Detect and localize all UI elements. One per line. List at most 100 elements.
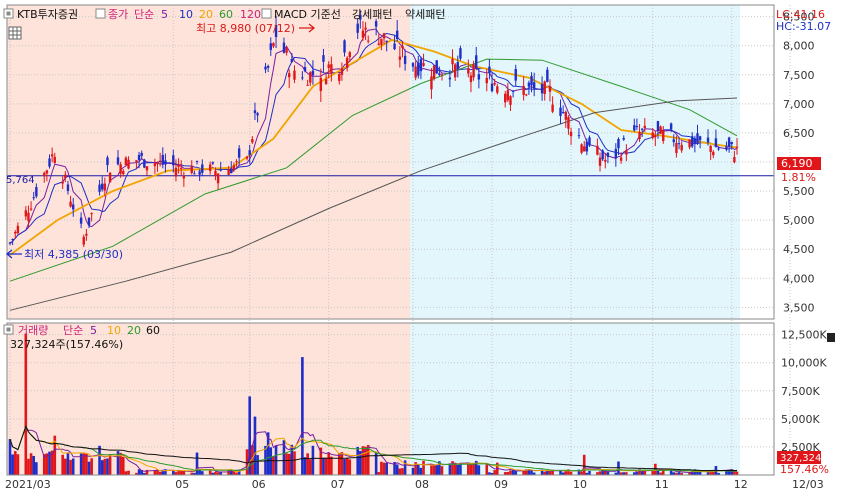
volume-bar	[393, 462, 396, 475]
volume-ma-60: 60	[146, 324, 160, 337]
candle-body	[43, 172, 46, 177]
candle-body	[232, 165, 236, 170]
volume-bar	[35, 462, 38, 475]
volume-bar	[514, 470, 518, 475]
price-tick-label: 7,000	[783, 98, 815, 111]
candle-body	[619, 157, 623, 161]
date-tick-label: 07	[331, 478, 345, 491]
header-checkbox-mark	[6, 11, 11, 16]
volume-bar	[85, 453, 88, 475]
grid-table-icon[interactable]	[8, 26, 22, 40]
volume-bar	[672, 472, 676, 475]
candle-body	[85, 233, 88, 236]
volume-bar	[567, 469, 570, 475]
candle-body	[583, 146, 586, 152]
candle-body	[266, 65, 270, 68]
volume-bar	[680, 472, 683, 475]
candle-body	[272, 43, 275, 47]
volume-bar	[24, 333, 28, 475]
volume-bar	[211, 472, 215, 475]
candles	[8, 10, 739, 248]
volume-bar	[524, 469, 528, 475]
volume-bar	[577, 469, 581, 475]
volume-bar	[656, 469, 660, 475]
candle-body	[367, 40, 370, 42]
price-tick-label: 8,000	[783, 40, 815, 53]
volume-bar	[161, 470, 165, 475]
candle-body	[725, 146, 728, 150]
candle-body	[456, 61, 459, 69]
candle-body	[327, 64, 330, 68]
strong-pattern-label: 강세패턴	[352, 8, 392, 21]
candle-body	[14, 231, 17, 234]
volume-bar	[477, 465, 481, 475]
candle-body	[601, 150, 604, 160]
volume-bar	[308, 459, 312, 475]
volume-bar	[733, 470, 736, 475]
candle-body	[227, 169, 230, 175]
volume-bar	[540, 469, 544, 475]
volume-bar	[696, 471, 699, 475]
volume-bar	[617, 461, 620, 475]
candle-body	[727, 137, 731, 148]
last-change: 1.81%	[781, 171, 816, 184]
volume-bar	[272, 456, 275, 475]
candle-body	[309, 72, 312, 83]
date-tick-label: 09	[494, 478, 508, 491]
volume-bar	[582, 454, 586, 475]
high-annotation: 최고 8,980 (07/12)	[196, 22, 295, 35]
macd-checkbox[interactable]	[261, 8, 272, 19]
candle-body	[522, 86, 525, 95]
candle-body	[604, 159, 607, 162]
stock-name[interactable]: KTB투자증권	[17, 8, 78, 21]
volume-bar	[366, 445, 370, 475]
candle-body	[448, 77, 452, 80]
volume-bar	[319, 447, 323, 475]
panel-close-icon[interactable]	[827, 333, 835, 342]
candle-body	[8, 242, 12, 244]
candle-body	[530, 75, 533, 86]
candle-body	[451, 59, 454, 65]
volume-bar	[380, 461, 383, 475]
candle-body	[135, 160, 138, 163]
candle-body	[237, 148, 241, 158]
candle-body	[675, 142, 678, 153]
candle-body	[511, 90, 515, 92]
candle-body	[161, 154, 164, 165]
candle-body	[662, 130, 665, 142]
volume-bar	[725, 470, 728, 475]
candle-body	[348, 52, 351, 58]
volume-bar	[359, 451, 362, 475]
candle-body	[559, 107, 562, 116]
volume-bar	[303, 457, 307, 475]
volume-bar	[640, 470, 644, 475]
candle-body	[11, 238, 14, 240]
volume-bar	[564, 470, 568, 475]
candle-body	[180, 167, 183, 169]
period-backgrounds	[7, 5, 740, 475]
volume-bar	[8, 439, 12, 475]
volume-bar	[546, 470, 549, 475]
volume-bar	[29, 453, 33, 475]
candle-body	[625, 150, 628, 155]
volume-bar	[82, 453, 86, 475]
high-arrow-icon	[299, 23, 316, 33]
last-volume-box	[777, 451, 821, 464]
candle-body	[290, 58, 294, 63]
price-checkbox[interactable]	[95, 8, 106, 19]
volume-bar	[256, 455, 259, 475]
candle-body	[698, 136, 702, 141]
candle-body	[198, 171, 201, 175]
volume-bar	[432, 465, 436, 475]
volume-panel-frame	[6, 322, 775, 476]
volume-bar	[530, 470, 533, 475]
volume-bar	[79, 453, 83, 475]
candle-body	[361, 30, 365, 38]
candle-body	[435, 60, 438, 74]
volume-bar	[493, 470, 496, 475]
candle-body	[269, 43, 272, 50]
volume-tick-label: 12,500K	[781, 329, 827, 342]
candle-body	[638, 131, 641, 140]
volume-bar	[467, 462, 470, 475]
candle-body	[216, 173, 220, 184]
